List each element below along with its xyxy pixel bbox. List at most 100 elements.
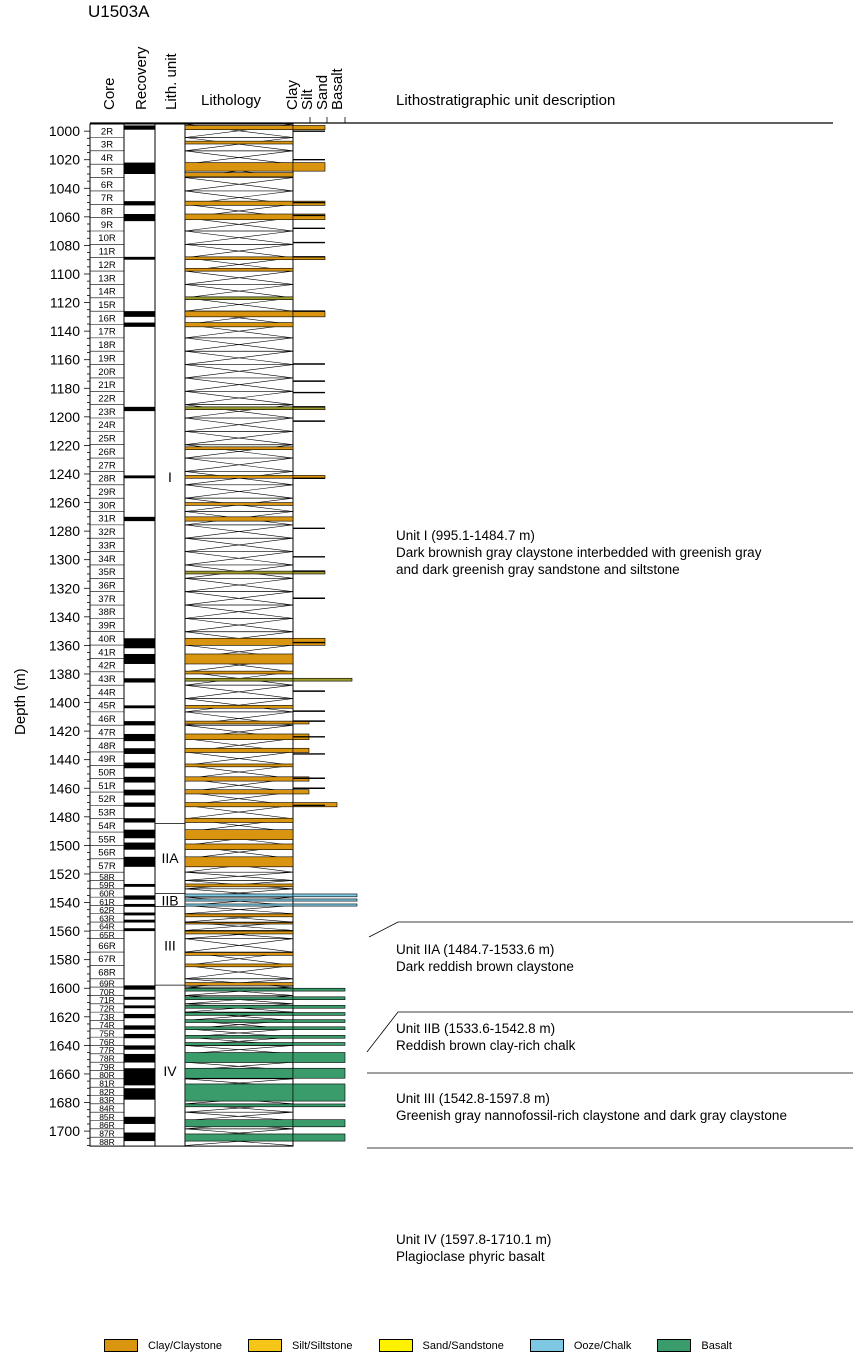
recovery-bar [124,1053,155,1063]
recovery-bar [124,789,155,796]
unit-description-III: Unit III (1542.8-1597.8 m) Greenish gray … [396,1090,787,1124]
core-log-svg: Core Recovery Lith. unit ClaySiltSandBasalt… [49,46,853,1149]
core-label: 80R [99,1070,115,1080]
no-recovery-cross [184,684,294,699]
grain-extent-basalt [292,987,346,992]
lith-bed-clay [184,763,294,768]
no-recovery-cross [184,244,294,259]
core-label: 34R [98,554,116,565]
core-label: 25R [98,434,116,445]
recovery-header: Recovery [133,46,150,110]
lith-bed-clay [184,637,294,646]
unit-description-title: Unit I (995.1-1484.7 m) [396,528,535,543]
column-frame-1 [123,123,156,1147]
lith-bed-clay [184,856,294,868]
core-label: 29R [98,487,116,498]
core-label: 87R [99,1129,115,1139]
depth-label: 1200 [49,409,80,425]
unit-name-I: I [168,469,172,485]
recovery-bar [124,842,155,850]
core-label: 62R [99,905,115,915]
unit-name-IIA: IIA [161,850,179,866]
core-label: 28R [98,474,116,485]
lith-bed-clay [184,789,294,795]
core-label: 24R [98,420,116,431]
recovery-bar [124,638,155,649]
core-label: 54R [98,821,116,832]
lith-bed-clay [184,963,294,968]
recovery-bar [124,1013,155,1019]
lith-bed-clay [184,502,294,506]
grain-extent-basalt [292,1035,346,1039]
core-label: 6R [101,180,113,191]
recovery-bar [124,322,155,327]
grain-extent-clay [292,747,310,753]
core-label: 43R [98,674,116,685]
recovery-bar [124,678,155,683]
recovery-bar [124,516,155,522]
no-recovery-cross [184,377,294,392]
legend-item-sand: Sand/Sandstone [378,1339,504,1352]
lith-bed-basalt [184,1012,294,1016]
unit-description-IV: Unit IV (1597.8-1710.1 m) Plagioclase phy… [396,1231,551,1265]
no-recovery-cross [184,270,294,285]
depth-label: 1280 [49,523,80,539]
legend-item-ooze: Ooze/Chalk [529,1339,631,1352]
lith-bed-basalt [184,1133,294,1142]
depth-label: 1240 [49,466,80,482]
recovery-bar [124,919,155,923]
recovery-bar [124,1045,155,1050]
depth-label: 1660 [49,1066,80,1082]
grain-extent-basalt [292,1067,346,1079]
lith-bed-clay [184,705,294,709]
depth-label: 1140 [50,323,80,339]
lith-bed-basalt [184,1019,294,1023]
lith-bed-clay [184,256,294,261]
recovery-bar [124,406,155,412]
lith-bed-basalt [184,1042,294,1046]
no-recovery-cross [184,618,294,633]
depth-label: 1180 [50,380,80,396]
core-label: 85R [99,1112,115,1122]
no-recovery-cross [184,965,294,980]
connector-unit-iia [368,921,853,938]
recovery-bar [124,653,155,664]
lith-bed-clay [184,125,294,131]
no-recovery-cross [184,1111,294,1121]
recovery-bar [124,311,155,317]
no-recovery-cross [184,297,294,312]
core-label: 21R [98,380,116,391]
recovery-bar [124,1116,155,1124]
core-label: 37R [98,594,116,605]
lith-bed-clay [184,446,294,450]
grain-extent-basalt [292,1119,346,1128]
lith-bed-clay [184,653,294,665]
lith-bed-sandish [184,570,294,575]
depth-label: 1060 [49,209,80,225]
grain-extent-basalt [292,1083,346,1102]
lith-bed-basalt [184,1083,294,1102]
unit-description-title: Unit IIA (1484.7-1533.6 m) [396,942,555,957]
recovery-bar [124,748,155,754]
core-label: 36R [98,580,116,591]
lith-bed-clay [184,952,294,956]
unit-description-I: Unit I (995.1-1484.7 m) Dark brownish gra… [396,527,761,578]
no-recovery-cross [184,431,294,446]
core-label: 15R [98,300,116,311]
depth-label: 1360 [49,637,80,653]
recovery-bar [124,721,155,726]
core-label: 14R [98,287,116,298]
recovery-bar [124,895,155,900]
depth-label: 1640 [49,1037,80,1053]
lith-bed-ooze [184,903,294,907]
recovery-bar [124,125,155,130]
depth-label: 1260 [49,495,80,511]
core-label: 83R [99,1095,115,1105]
core-label: 9R [101,220,113,231]
core-label: 45R [98,701,116,712]
no-recovery-cross [184,230,294,245]
core-label: 84R [99,1104,115,1114]
grain-extent-clay [292,125,326,131]
lith-bed-basalt [184,1052,294,1063]
lith-bed-clay [184,720,294,725]
